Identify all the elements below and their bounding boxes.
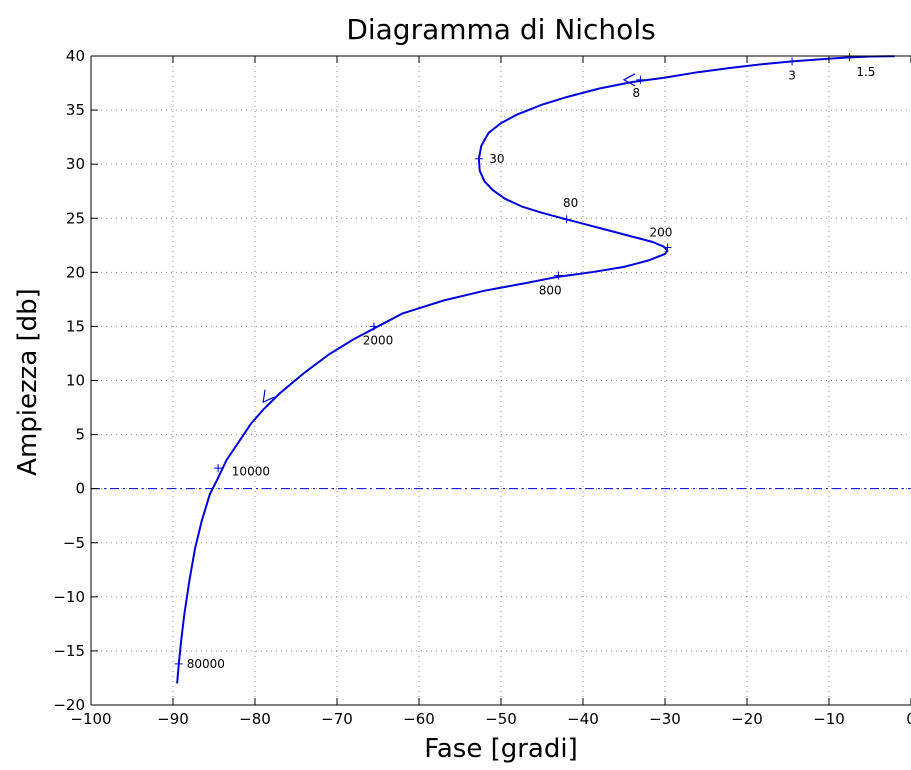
y-tick-label: 20	[66, 263, 85, 281]
x-tick-label: −10	[813, 710, 845, 728]
y-tick-label: 40	[66, 47, 85, 65]
chart-title: Diagramma di Nichols	[346, 13, 655, 46]
frequency-label: 200	[649, 225, 672, 239]
frequency-label: 8	[632, 86, 640, 100]
x-axis-label: Fase [gradi]	[424, 734, 577, 764]
x-tick-label: −30	[649, 710, 681, 728]
frequency-label: 2000	[363, 333, 394, 347]
y-tick-label: 0	[75, 480, 85, 498]
frequency-mark-layer: 1.5 3 8 30 80 200 800 2000 10000 80000	[174, 53, 875, 671]
grid-layer	[91, 56, 911, 705]
axis-layer: −100−90−80−70−60−50−40−30−20−100−20−15−1…	[53, 47, 911, 728]
y-tick-label: 30	[66, 155, 85, 173]
direction-arrow	[622, 73, 636, 87]
x-tick-label: −70	[321, 710, 353, 728]
direction-arrow	[262, 389, 275, 404]
y-tick-label: 15	[66, 317, 85, 335]
curve-layer	[176, 55, 895, 684]
y-tick-label: −5	[63, 534, 85, 552]
frequency-label: 800	[539, 284, 562, 298]
x-tick-label: −60	[403, 710, 435, 728]
x-tick-label: −40	[567, 710, 599, 728]
y-axis-label: Ampiezza [db]	[13, 288, 43, 476]
x-tick-label: 0	[906, 710, 911, 728]
y-tick-label: −20	[53, 696, 85, 714]
frequency-label: 1.5	[856, 65, 875, 79]
frequency-label: 3	[788, 68, 796, 82]
x-tick-label: −100	[70, 710, 111, 728]
frequency-label: 80000	[187, 657, 225, 671]
frequency-label: 80	[563, 196, 578, 210]
x-tick-label: −80	[239, 710, 271, 728]
frequency-label: 30	[489, 152, 504, 166]
y-tick-label: 10	[66, 372, 85, 390]
x-tick-label: −50	[485, 710, 517, 728]
frequency-label: 10000	[232, 464, 270, 478]
y-tick-label: 5	[75, 426, 85, 444]
y-tick-label: 25	[66, 209, 85, 227]
y-tick-label: 35	[66, 101, 85, 119]
y-tick-label: −10	[53, 588, 85, 606]
x-tick-label: −20	[731, 710, 763, 728]
y-tick-label: −15	[53, 642, 85, 660]
x-tick-label: −90	[157, 710, 189, 728]
nichols-curve	[176, 55, 895, 684]
